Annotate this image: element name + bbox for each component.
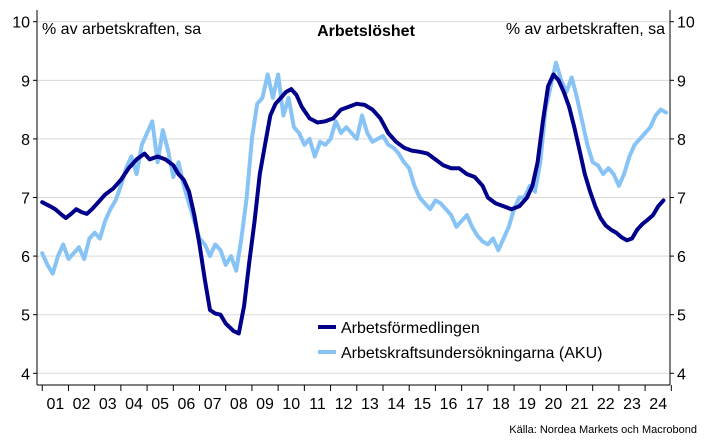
source-note: Källa: Nordea Markets och Macrobond [509,424,697,436]
x-tick-label: 21 [571,396,589,413]
legend-label-aku: Arbetskraftsundersökningarna (AKU) [341,345,602,362]
y-tick-label-right: 5 [677,308,686,325]
x-tick-label: 03 [99,396,117,413]
y-tick-label-right: 7 [677,191,686,208]
x-tick-label: 09 [256,396,274,413]
series-line-arbetsformedlingen [40,72,666,336]
x-tick-label: 23 [623,396,641,413]
x-axis-ticks: 01 02 03 04 05 06 07 08 09 10 11 12 13 14 15 16 17 18 19 20… [41,385,672,413]
series-line-aku [40,60,669,276]
x-tick-label: 19 [518,396,536,413]
x-tick-label: 04 [125,396,143,413]
x-tick-label: 13 [361,396,379,413]
y-axis-right-ticks: 4 5 6 7 8 9 10 [670,15,695,383]
y-tick-label-left: 7 [21,191,30,208]
legend: Arbetsförmedlingen Arbetskraftsundersökn… [318,320,602,362]
y-tick-label-right: 10 [677,15,695,32]
x-tick-label: 24 [649,396,667,413]
y-axis-left-ticks: 4 5 6 7 8 9 10 [12,15,37,383]
x-tick-label: 02 [73,396,91,413]
y-tick-label-right: 6 [677,249,686,266]
x-tick-label: 12 [335,396,353,413]
x-tick-label: 20 [544,396,562,413]
y-tick-label-left: 4 [21,366,30,383]
y-axis-left-label: % av arbetskraften, sa [42,21,201,38]
y-tick-label-left: 9 [21,73,30,90]
y-tick-label-right: 4 [677,366,686,383]
x-tick-label: 22 [597,396,615,413]
x-tick-label: 16 [440,396,458,413]
x-tick-label: 14 [387,396,405,413]
series-lines [40,60,669,336]
x-tick-label: 17 [466,396,484,413]
y-axis-right-label: % av arbetskraften, sa [506,21,665,38]
x-tick-label: 07 [204,396,222,413]
x-tick-label: 11 [309,396,326,413]
y-tick-label-left: 5 [21,308,30,325]
y-tick-label-right: 9 [677,73,686,90]
legend-label-arbetsformedlingen: Arbetsförmedlingen [341,320,480,337]
y-tick-label-left: 8 [21,132,30,149]
y-tick-label-left: 10 [12,15,30,32]
x-tick-label: 06 [178,396,196,413]
x-tick-label: 18 [492,396,510,413]
y-tick-label-left: 6 [21,249,30,266]
chart-title: Arbetslöshet [317,23,415,40]
x-tick-label: 05 [151,396,169,413]
y-tick-label-right: 8 [677,132,686,149]
x-tick-label: 10 [282,396,300,413]
x-tick-label: 15 [413,396,431,413]
x-tick-label: 08 [230,396,248,413]
x-tick-label: 01 [46,396,64,413]
